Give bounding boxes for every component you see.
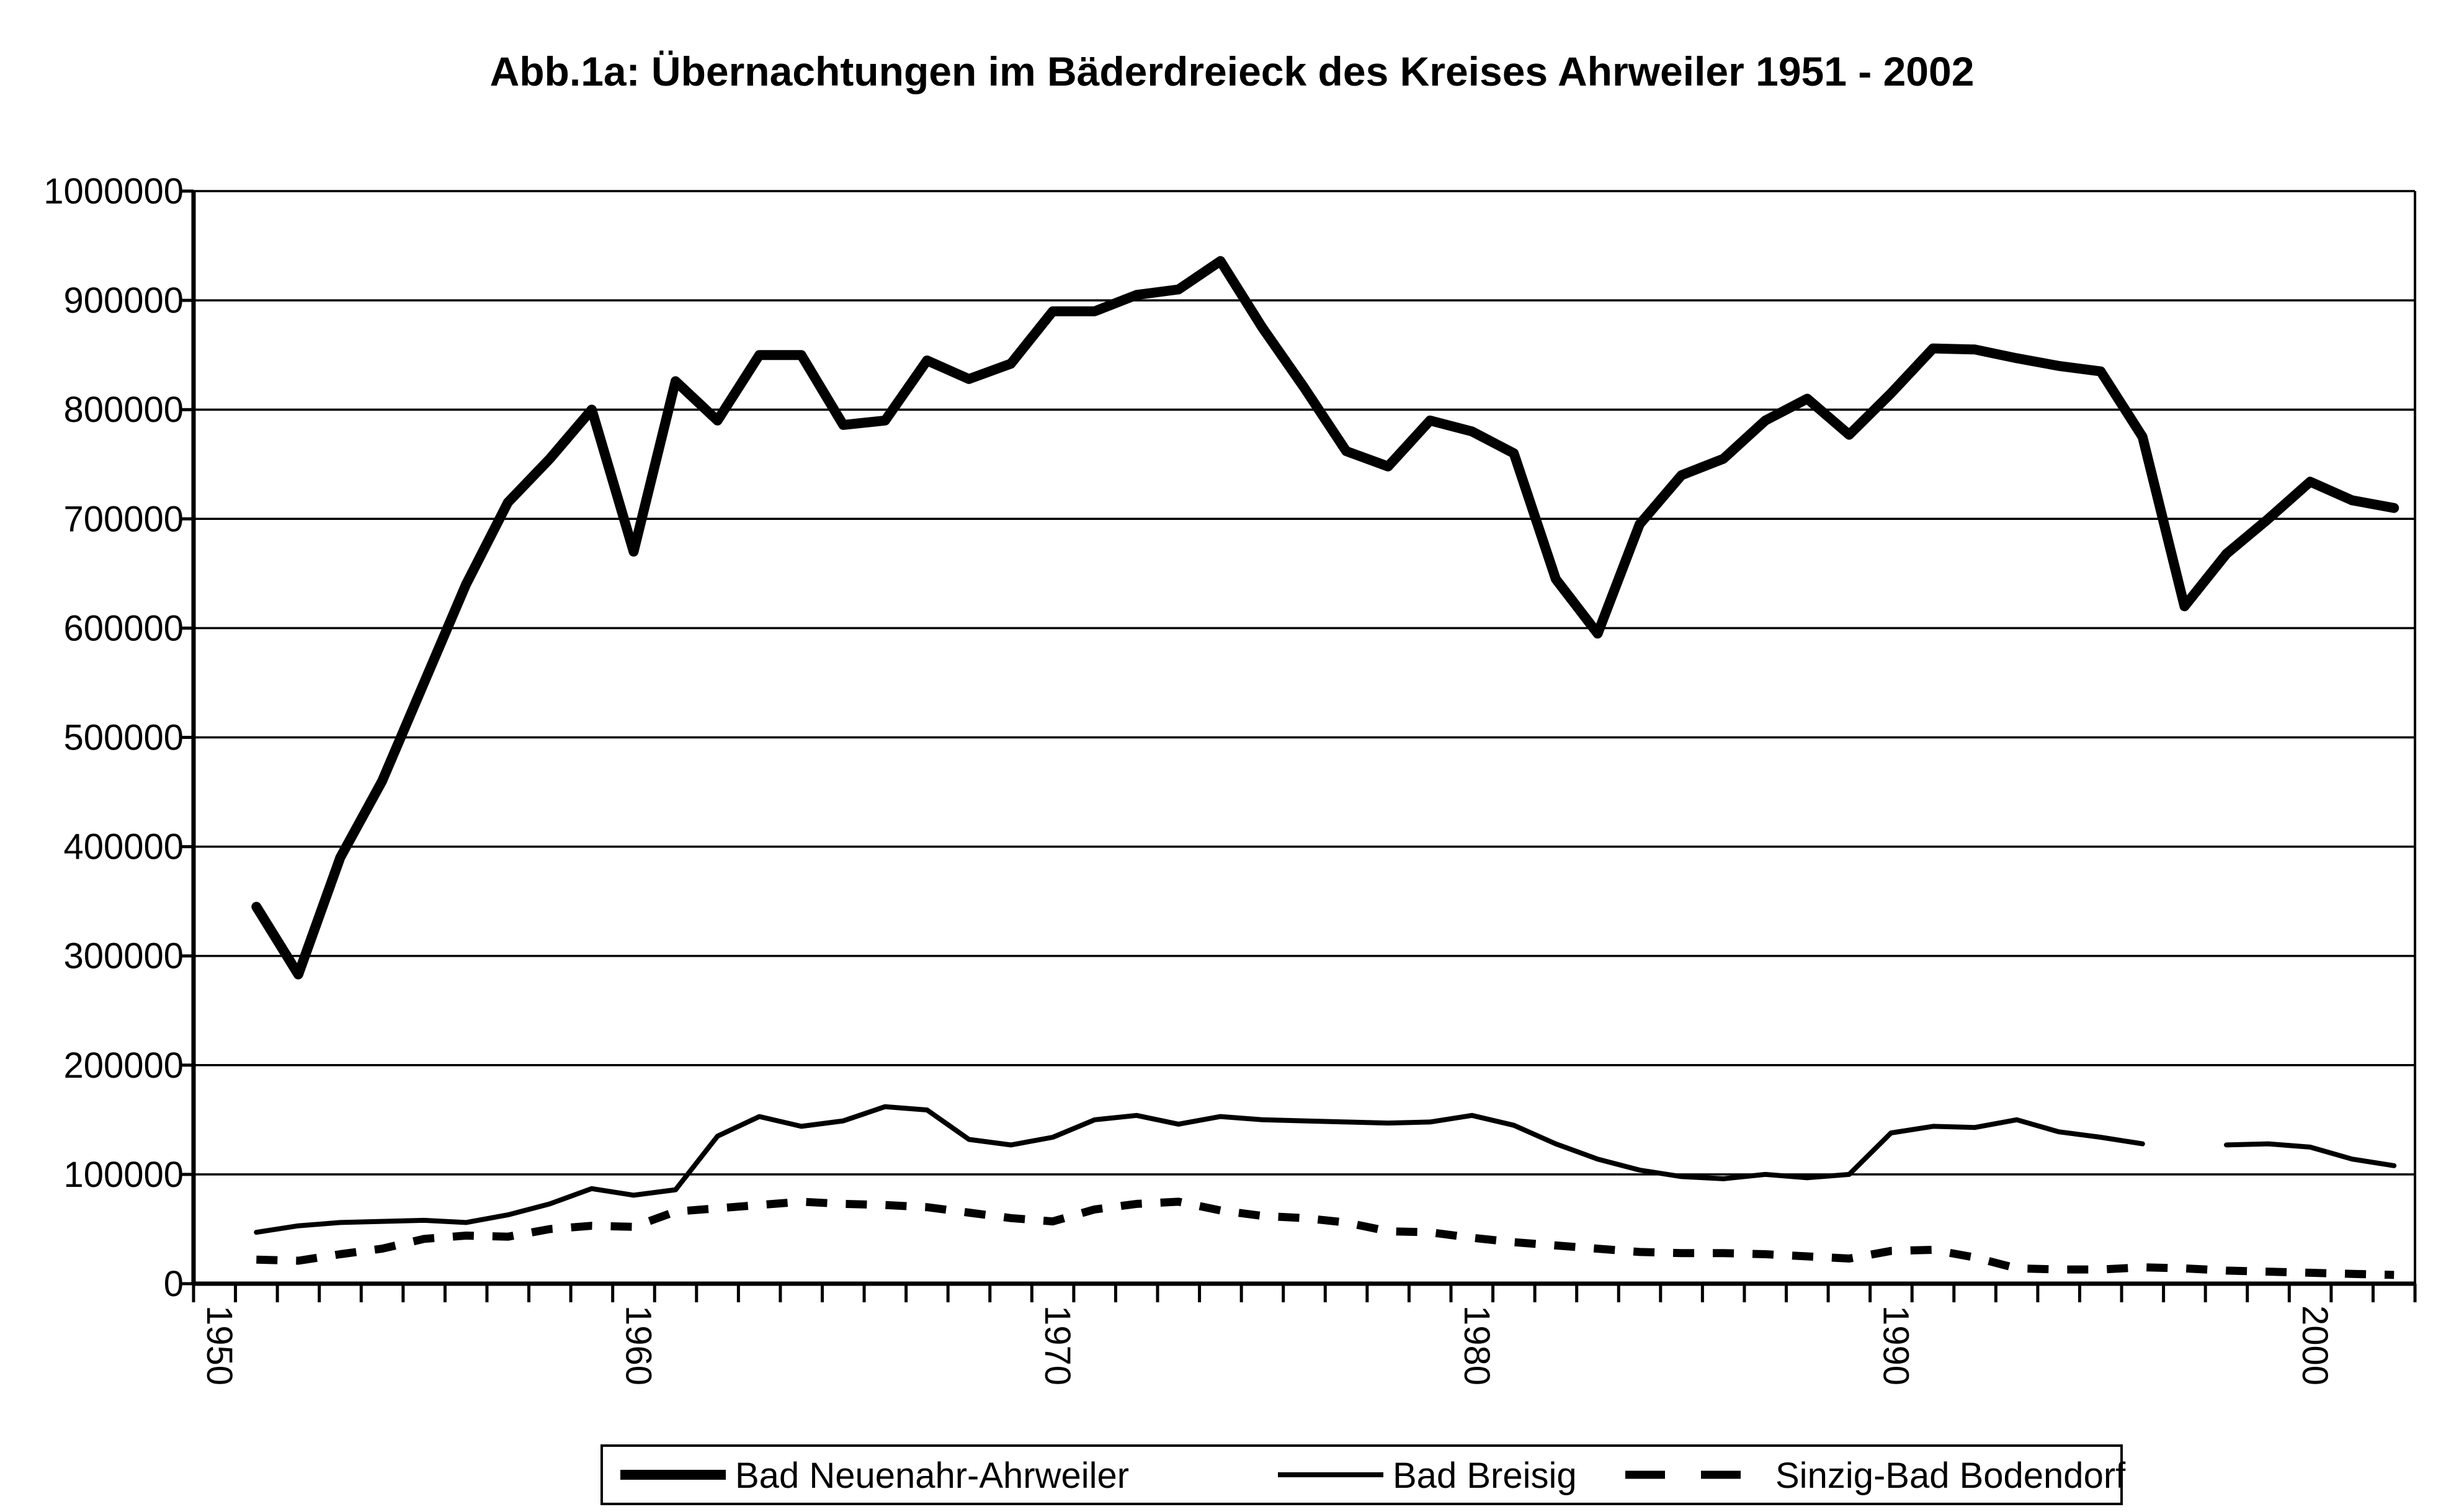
series-bad-neuenahr-ahrweiler	[251, 256, 2399, 980]
y-axis-label: 300000	[63, 936, 184, 977]
x-axis-label: 1960	[618, 1305, 658, 1385]
y-axis-label: 800000	[63, 390, 184, 430]
series-sinzig-bad-bodendorf	[256, 1197, 2395, 1279]
x-axis-label: 1970	[1037, 1305, 1078, 1385]
series-bad-breisig	[2224, 1141, 2397, 1168]
y-axis-label: 600000	[63, 608, 184, 648]
y-axis-label: 200000	[63, 1045, 184, 1086]
y-axis-label: 700000	[63, 499, 184, 539]
y-axis-label: 0	[164, 1264, 184, 1304]
chart-title: Abb.1a: Übernachtungen im Bäderdreieck d…	[490, 48, 1975, 94]
legend-label-bad-breisig: Bad Breisig	[1393, 1456, 1577, 1496]
x-axis-label: 1980	[1457, 1305, 1497, 1385]
y-axis-label: 1000000	[43, 171, 184, 212]
plot-area: 0 100000 200000 300000 400000 500000 600000 700…	[43, 171, 2417, 1385]
y-axis-label: 900000	[63, 280, 184, 321]
x-axis-label: 1950	[199, 1305, 239, 1385]
y-axis-label: 100000	[63, 1155, 184, 1195]
series-bad-breisig	[254, 1104, 2145, 1235]
x-axis-label: 2000	[2295, 1305, 2335, 1385]
legend-label-sinzig-bad-bodendorf: Sinzig-Bad Bodendorf	[1775, 1456, 2126, 1496]
y-axis-label: 500000	[63, 718, 184, 758]
y-axis-label: 400000	[63, 827, 184, 867]
legend: Bad Neuenahr-Ahrweiler Bad Breisig Sinzi…	[600, 1444, 2126, 1505]
legend-label-bad-neuenahr-ahrweiler: Bad Neuenahr-Ahrweiler	[735, 1456, 1129, 1496]
x-axis-label: 1990	[1875, 1305, 1916, 1385]
